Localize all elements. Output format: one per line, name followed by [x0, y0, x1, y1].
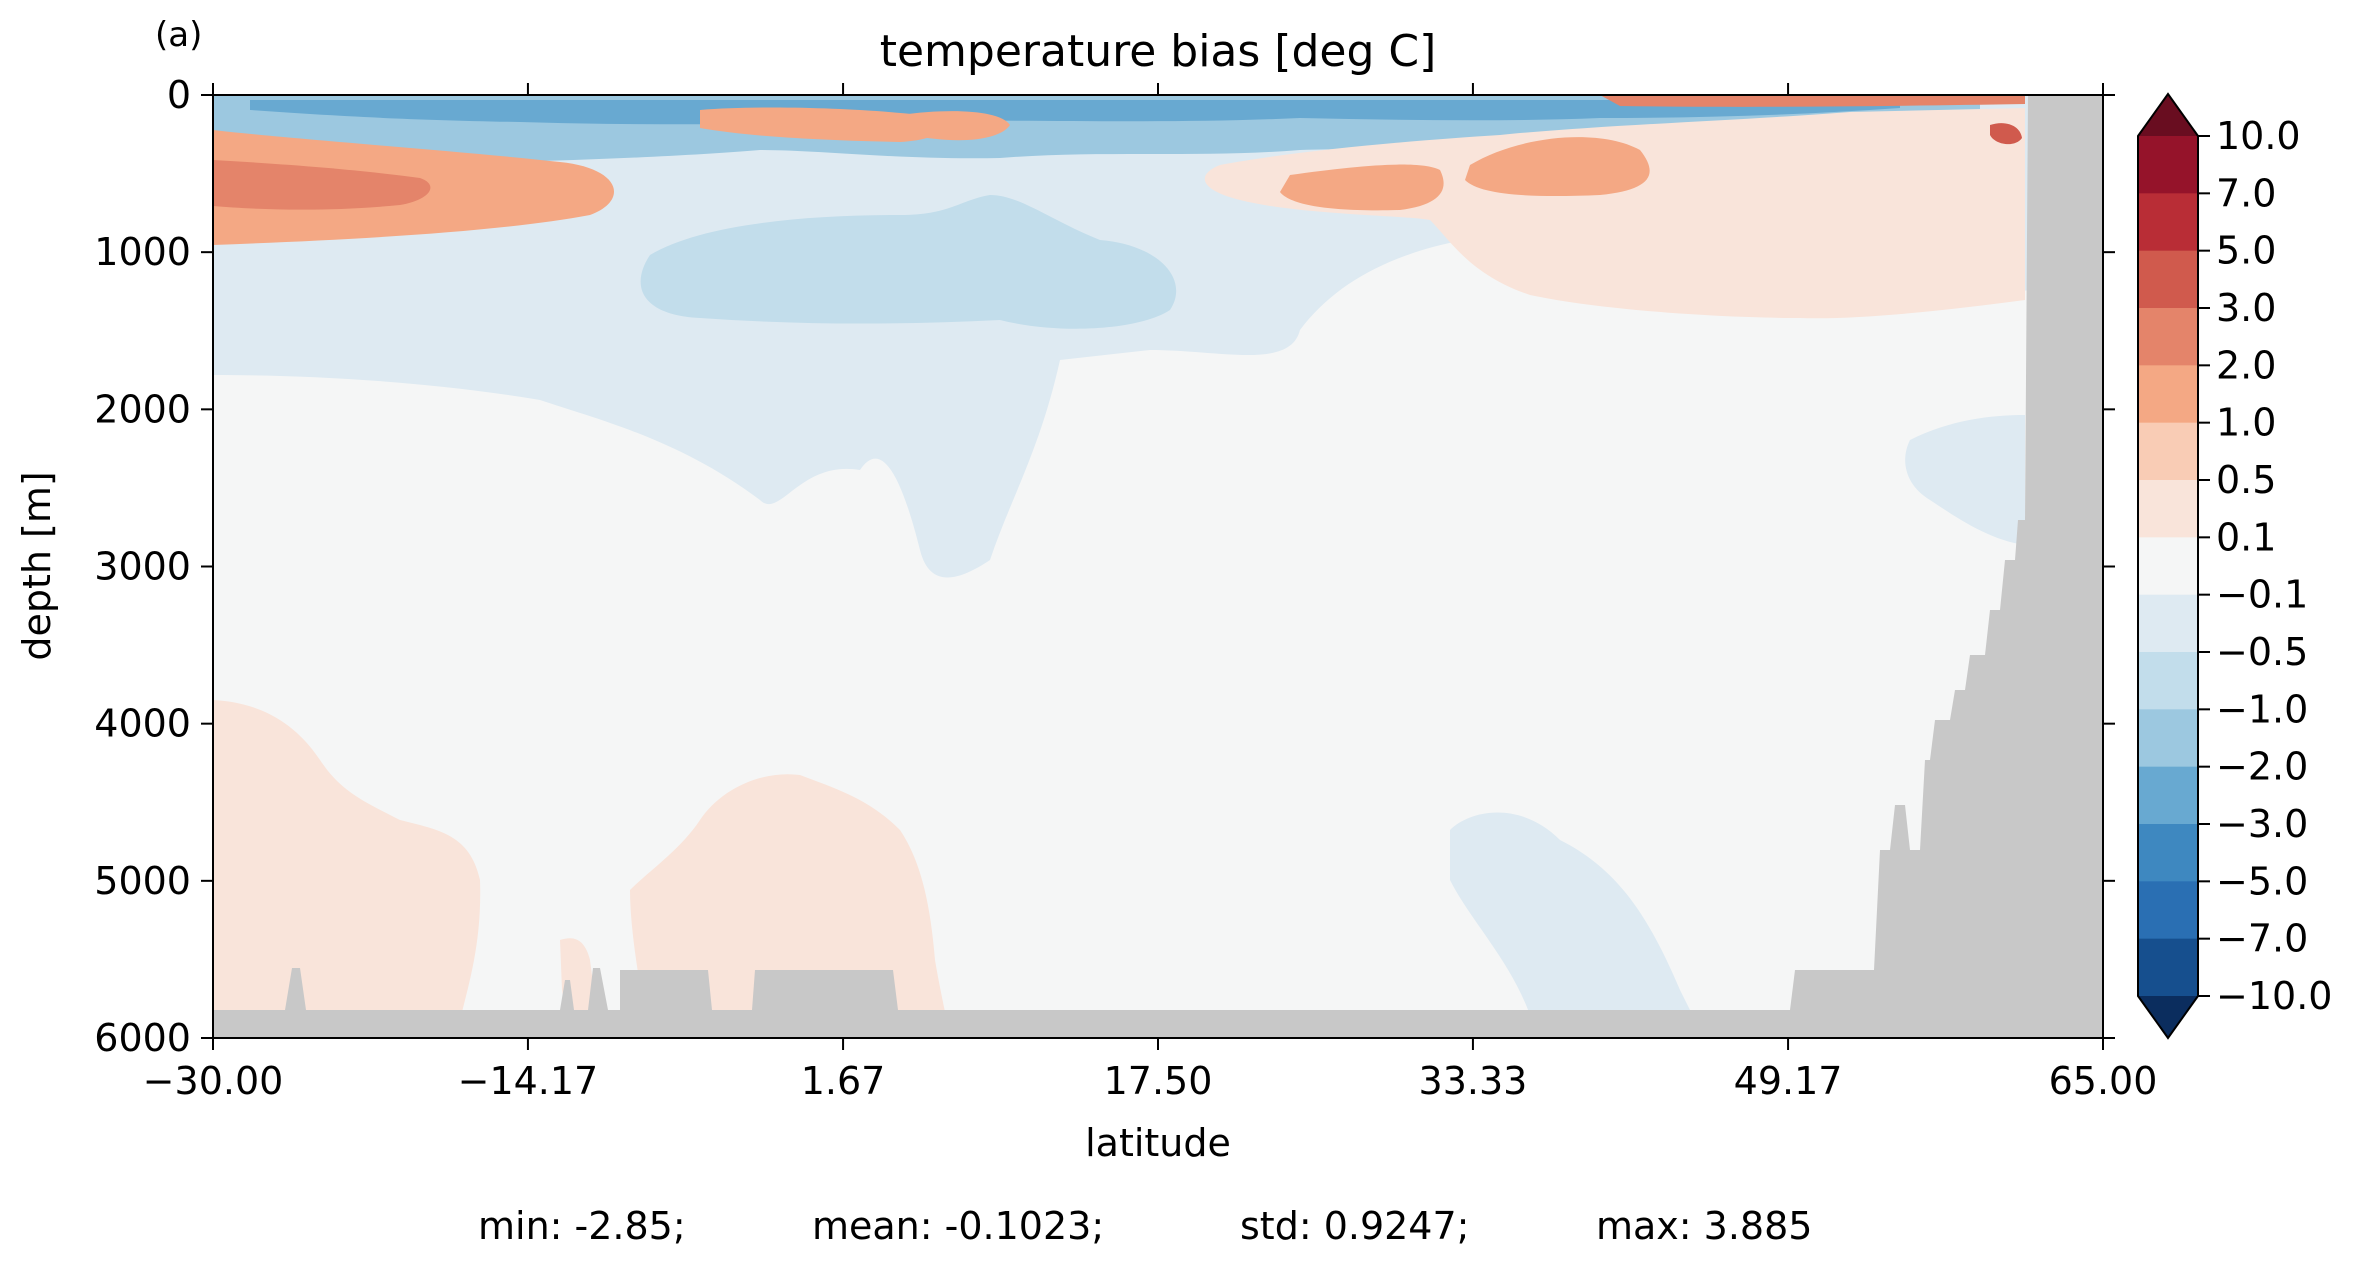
stats-row: min: -2.85; mean: -0.1023; std: 0.9247; …	[478, 1204, 1812, 1248]
northern-warm-bias-region	[1204, 108, 2025, 319]
deep-cold-bias-region-north	[1905, 415, 2025, 545]
plot-area	[213, 95, 2103, 1038]
y-tick-label: 5000	[94, 859, 191, 903]
strong-cold-bias-core	[250, 100, 1900, 125]
colorbar-bin	[2138, 250, 2198, 309]
colorbar-tick-label: 2.0	[2216, 343, 2276, 387]
colorbar-bin	[2138, 594, 2198, 653]
colorbar-bin	[2138, 422, 2198, 481]
x-tick-label: 49.17	[1734, 1059, 1843, 1103]
land-mask	[213, 95, 2103, 1038]
colorbar-tick-label: 5.0	[2216, 229, 2276, 273]
colorbar-tick-label: 3.0	[2216, 286, 2276, 330]
colorbar-tick-label: 0.1	[2216, 515, 2276, 559]
colorbar-bin	[2138, 136, 2198, 194]
y-tick-label: 1000	[94, 230, 191, 274]
colorbar-tick-label: 7.0	[2216, 171, 2276, 215]
x-tick-label: 33.33	[1419, 1059, 1528, 1103]
deep-warm-bias-southwest	[213, 700, 481, 1038]
y-axis: 0 1000 2000 3000 4000 5000 6000	[94, 73, 2115, 1060]
x-tick-label: −14.17	[458, 1059, 599, 1103]
colorbar-tick-label: 1.0	[2216, 401, 2276, 445]
colorbar-tick-label: 10.0	[2216, 114, 2301, 158]
colorbar-bin	[2138, 824, 2198, 882]
surface-warm-bias-north	[1600, 95, 2025, 107]
colorbar-bin	[2138, 881, 2198, 940]
colorbar-tick-label: −7.0	[2216, 917, 2308, 961]
colorbar-tick-label: −3.0	[2216, 802, 2308, 846]
deep-cold-bias-region	[1450, 812, 1690, 1015]
x-axis-label: latitude	[1085, 1121, 1231, 1165]
warm-bias-hotspot	[1990, 123, 2022, 145]
x-tick-label: −30.00	[143, 1059, 284, 1103]
y-tick-label: 6000	[94, 1016, 191, 1060]
colorbar-bin	[2138, 308, 2198, 366]
colorbar-tick-label: −0.5	[2216, 630, 2308, 674]
colorbar-bin	[2138, 652, 2198, 710]
stat-min: min: -2.85;	[478, 1204, 686, 1248]
intermediate-cold-bias-region	[640, 195, 1177, 329]
x-axis: −30.00 −14.17 1.67 17.50 33.33 49.17 65.00	[143, 83, 2158, 1103]
x-tick-label: 17.50	[1104, 1059, 1213, 1103]
y-tick-label: 0	[167, 73, 191, 117]
chart-title: temperature bias [deg C]	[880, 26, 1437, 77]
colorbar-bin	[2138, 480, 2198, 538]
colorbar-tick-label: −2.0	[2216, 745, 2308, 789]
equatorial-warm-pocket	[700, 107, 1010, 142]
colorbar-bin	[2138, 537, 2198, 596]
y-axis-label: depth [m]	[15, 471, 59, 660]
southern-warm-bias-core	[213, 160, 431, 210]
colorbar-tick-label: −5.0	[2216, 859, 2308, 903]
y-tick-label: 4000	[94, 702, 191, 746]
colorbar-tick-label: −10.0	[2216, 974, 2332, 1018]
x-tick-label: 65.00	[2049, 1059, 2158, 1103]
y-tick-label: 3000	[94, 545, 191, 589]
colorbar-extend-min	[2138, 996, 2198, 1038]
colorbar-bin	[2138, 766, 2198, 825]
colorbar-tick-label: −1.0	[2216, 687, 2308, 731]
colorbar-bin	[2138, 365, 2198, 424]
colorbar: 10.0 7.0 5.0 3.0 2.0 1.0 0.5 0.1 −0.1 −0.5 −1.0 −2.…	[2137, 92, 2332, 1040]
stat-mean: mean: -0.1023;	[812, 1204, 1104, 1248]
y-tick-label: 2000	[94, 387, 191, 431]
northern-warm-bias-core	[1280, 137, 1650, 211]
panel-label: (a)	[155, 15, 202, 55]
colorbar-bin	[2138, 709, 2198, 768]
colorbar-tick-label: −0.1	[2216, 573, 2308, 617]
stat-max: max: 3.885	[1596, 1204, 1812, 1248]
colorbar-bin	[2138, 193, 2198, 252]
stat-std: std: 0.9247;	[1240, 1204, 1469, 1248]
colorbar-extend-max	[2138, 94, 2198, 136]
colorbar-bin	[2138, 938, 2198, 997]
x-tick-label: 1.67	[801, 1059, 886, 1103]
colorbar-tick-label: 0.5	[2216, 458, 2276, 502]
